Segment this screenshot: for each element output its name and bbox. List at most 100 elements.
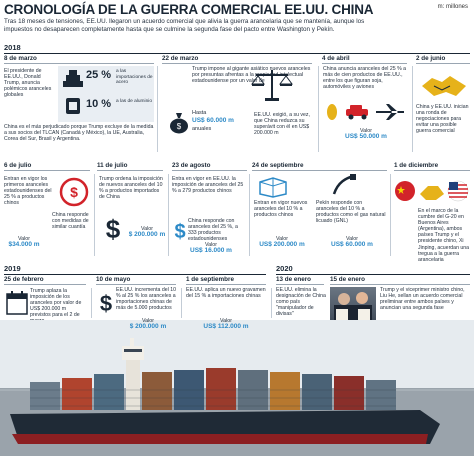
e12-text: EE.UU. aplica un nuevo gravamen del 15 %…: [186, 287, 266, 300]
e12-value-block: Valor US$ 112.000 m: [186, 318, 266, 330]
e11-value: $ 200.000 m: [129, 323, 167, 330]
handshake-icon: [422, 76, 466, 96]
e5-text2: China responde con medidas de similar cu…: [52, 212, 89, 231]
e1-pct2-label: a las de aluminio: [116, 99, 152, 104]
date-e10: 25 de febrero: [4, 276, 44, 283]
date-line: [322, 63, 407, 64]
e2-value-suffix: anuales: [192, 126, 212, 132]
container-ship-photo: [0, 320, 474, 456]
date-e7: 23 de agosto: [172, 162, 211, 169]
divider: [249, 174, 250, 256]
unit-note: m: millones: [437, 4, 468, 10]
e8-text2: Pekín responde con aranceles del 10 % a …: [316, 200, 386, 225]
date-e13: 13 de enero: [276, 276, 311, 283]
money-exchange-icon: $: [59, 177, 89, 207]
e1-pct1-label: a las importaciones de acero: [116, 69, 153, 86]
e3-value-label: Valor: [360, 128, 372, 134]
date-e4: 2 de junio: [416, 55, 446, 62]
date-line: [162, 63, 312, 64]
divider: [157, 66, 158, 152]
e6-value-label: Valor: [141, 226, 153, 232]
dollar-icon: $: [174, 221, 185, 242]
e5-value-label: Valor: [18, 236, 30, 242]
date-line: [96, 284, 176, 285]
e11-text: EE.UU. incrementa del 10 % al 25 % los a…: [116, 287, 176, 312]
e13-text: EE.UU. elimina la designación de China c…: [276, 287, 326, 318]
year-2018-line: [4, 53, 470, 54]
dollar-icon: $: [100, 291, 112, 316]
e11-value-row: Valor $ 200.000 m: [116, 318, 180, 330]
e8-value2-block: Valor US$ 60.000 m: [324, 236, 380, 248]
steel-bars-icon: [63, 70, 83, 87]
date-line: [394, 170, 470, 171]
e4-text: China y EE.UU. inician una ronda de nego…: [416, 104, 469, 135]
e3-value-block: Valor US$ 50.000 m: [324, 128, 408, 140]
date-e14: 15 de enero: [330, 276, 365, 283]
date-e2: 22 de marzo: [162, 55, 199, 62]
e1-pct1: 25 %: [86, 69, 112, 81]
e8-value2-label: Valor: [346, 236, 358, 242]
person-liu-he: [338, 293, 350, 305]
scales-icon: [251, 70, 293, 101]
e7-text2: China responde con aranceles del 25 %, a…: [188, 218, 238, 243]
date-line: [4, 284, 86, 285]
year-2019: 2019: [4, 264, 21, 273]
e11-value-label: Valor: [142, 318, 154, 324]
money-bag-icon: $: [170, 113, 188, 134]
date-e5: 6 de julio: [4, 162, 32, 169]
date-line: [97, 170, 163, 171]
flags-icon: [395, 180, 469, 202]
date-e8: 24 de septiembre: [252, 162, 304, 169]
e1-pct2: 10 %: [86, 98, 112, 110]
e1-box: 25 % a las importaciones de acero 10 % a…: [58, 66, 154, 122]
date-line: [186, 284, 266, 285]
e8-value: US$ 200.000 m: [259, 241, 305, 248]
divider: [94, 174, 95, 256]
container-icon: [259, 177, 287, 198]
e3-value: US$ 50.000 m: [345, 133, 387, 140]
date-e3: 4 de abril: [322, 55, 350, 62]
svg-text:$: $: [177, 122, 182, 131]
e2-value-prefix: Hasta: [192, 110, 207, 116]
e2-value: US$ 60.000 m: [192, 117, 234, 124]
year-2019-line: [4, 274, 266, 275]
divider: [168, 174, 169, 256]
soy-car-plane-icon: [327, 104, 404, 120]
e5-text: Entran en vigor los primeros aranceles e…: [4, 176, 52, 207]
date-line: [416, 63, 470, 64]
document: [358, 309, 370, 323]
person-trump: [356, 292, 368, 304]
e14-text: Trump y el viceprimer ministro chino, Li…: [380, 287, 465, 312]
container-ship-illustration: [0, 320, 474, 456]
gas-pump-icon: [332, 174, 356, 195]
divider: [412, 66, 413, 152]
date-line: [330, 284, 470, 285]
e8-text: Entran en vigor nuevos aranceles del 10 …: [254, 200, 308, 219]
e7-value: US$ 16.000 m: [190, 247, 232, 254]
year-2020: 2020: [276, 264, 293, 273]
e9-text: En el marco de la cumbre del G-20 en Bue…: [418, 208, 470, 263]
e5-value: $34.000 m: [8, 241, 40, 248]
e3-text: China anuncia aranceles del 25 % a más d…: [323, 66, 407, 91]
e6-text: Trump ordena la imposición de nuevos ara…: [99, 176, 163, 201]
date-line: [252, 170, 387, 171]
e12-value-label: Valor: [220, 318, 232, 324]
date-e9: 1 de diciembre: [394, 162, 439, 169]
e6-value: $ 200.000 m: [128, 231, 166, 238]
date-e6: 11 de julio: [97, 162, 128, 169]
e8-value-label: Valor: [276, 236, 288, 242]
date-line: [276, 284, 324, 285]
e3-text-right: EE.UU. exigió, a su vez, que China reduz…: [254, 112, 310, 137]
e1-text: El presidente de EE.UU., Donald Trump, a…: [4, 68, 52, 99]
svg-text:$: $: [106, 214, 121, 242]
page-title: CRONOLOGÍA DE LA GUERRA COMERCIAL EE.UU.…: [4, 2, 374, 17]
e7-value-block: Valor US$ 16.000 m: [180, 242, 242, 254]
page-subtitle: Tras 18 meses de tensiones, EE.UU. llega…: [4, 18, 365, 33]
e2-text: Trump impone al gigante asiático nuevos …: [192, 66, 311, 85]
calendar-icon: [6, 291, 28, 315]
e7-text: Entra en vigor en EE.UU. la imposición d…: [172, 176, 244, 195]
svg-text:$: $: [100, 291, 112, 316]
year-2018: 2018: [4, 43, 21, 52]
date-line: [172, 170, 247, 171]
divider: [181, 288, 182, 318]
